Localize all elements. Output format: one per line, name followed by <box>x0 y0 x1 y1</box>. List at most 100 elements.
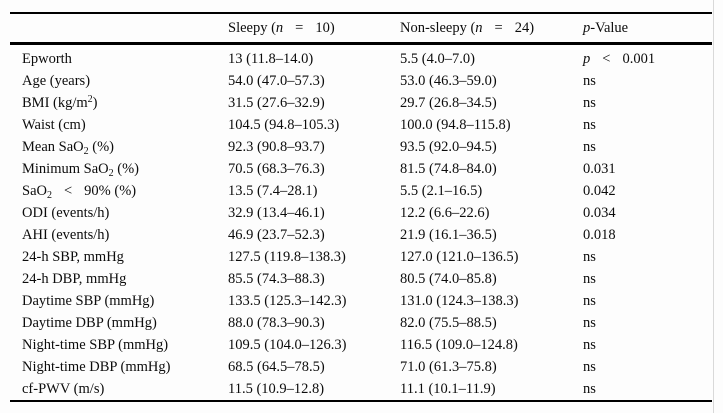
table-row: AHI (events/h) 46.9 (23.7–52.3) 21.9 (16.1… <box>10 224 712 246</box>
sleepy-value-cell: 85.5 (74.3–88.3) <box>228 270 325 287</box>
nonsleepy-value-cell: 116.5 (109.0–124.8) <box>400 336 518 353</box>
sleepy-value-cell: 133.5 (125.3–142.3) <box>228 292 347 309</box>
sleepy-value-cell: 11.5 (10.9–12.8) <box>228 380 325 397</box>
row-variable-cell: Night-time SBP (mmHg) <box>22 336 169 353</box>
text-segment: 2 <box>83 145 89 157</box>
pvalue-cell: ns <box>583 336 596 353</box>
nonsleepy-value-cell: 82.0 (75.5–88.5) <box>400 314 497 331</box>
sleepy-value-cell: 13 (11.8–14.0) <box>228 50 314 67</box>
nonsleepy-value-cell: 11.1 (10.1–11.9) <box>400 380 496 397</box>
table-header: Sleepy (n = 10) Non-sleepy (n = 24) p-Value <box>10 13 712 45</box>
pvalue-cell: 0.042 <box>583 182 616 199</box>
text-segment: Sleepy ( <box>228 19 276 36</box>
table-row: SaO2 <90% (%) 13.5 (7.4–28.1) 5.5 (2.1–16.5… <box>10 180 712 202</box>
table-row: Age (years) 54.0 (47.0–57.3) 53.0 (46.3–59… <box>10 70 712 92</box>
nonsleepy-value-cell: 29.7 (26.8–34.5) <box>400 94 497 111</box>
row-variable-cell: ODI (events/h) <box>22 204 110 221</box>
sleepy-value-cell: 104.5 (94.8–105.3) <box>228 116 340 133</box>
sleepy-value-cell: 13.5 (7.4–28.1) <box>228 182 318 199</box>
text-segment: 90% (%) <box>84 182 137 199</box>
text-segment: n <box>475 19 483 36</box>
sleepy-value-cell: 54.0 (47.0–57.3) <box>228 72 325 89</box>
table-row: Night-time SBP (mmHg) 109.5 (104.0–126.3)… <box>10 334 712 356</box>
row-variable-cell: Daytime DBP (mmHg) <box>22 314 157 331</box>
sleepy-value-cell: 92.3 (90.8–93.7) <box>228 138 325 155</box>
sleepy-value-cell: 32.9 (13.4–46.1) <box>228 204 325 221</box>
text-segment: BMI (kg/m <box>22 94 88 111</box>
pvalue-cell: 0.034 <box>583 204 616 221</box>
text-segment: (%) <box>113 160 139 177</box>
pvalue-cell: ns <box>583 358 596 375</box>
nonsleepy-value-cell: 21.9 (16.1–36.5) <box>400 226 497 243</box>
text-segment: SaO <box>22 182 47 199</box>
pvalue-cell: ns <box>583 270 596 287</box>
row-variable-cell: BMI (kg/m2) <box>10 92 228 114</box>
table-body: Epworth 13 (11.8–14.0) 5.5 (4.0–7.0) p <0.00… <box>10 44 712 402</box>
row-variable-cell: Waist (cm) <box>22 116 86 133</box>
header-pvalue-cell: p-Value <box>583 13 712 45</box>
pvalue-cell: ns <box>583 72 596 89</box>
text-segment: 24) <box>514 19 535 36</box>
text-segment: 2 <box>87 93 93 105</box>
group-comparison-table: Sleepy (n = 10) Non-sleepy (n = 24) p-Value … <box>10 12 712 402</box>
table-row: ODI (events/h) 32.9 (13.4–46.1) 12.2 (6.6–… <box>10 202 712 224</box>
table-row: Epworth 13 (11.8–14.0) 5.5 (4.0–7.0) p <0.00… <box>10 44 712 71</box>
sleepy-value-cell: 109.5 (104.0–126.3) <box>228 336 347 353</box>
text-segment: Mean SaO <box>22 138 84 155</box>
table-row: BMI (kg/m2) 31.5 (27.6–32.9) 29.7 (26.8–34… <box>10 92 712 114</box>
text-segment: < <box>602 50 611 67</box>
nonsleepy-value-cell: 93.5 (92.0–94.5) <box>400 138 497 155</box>
sleepy-value-cell: 31.5 (27.6–32.9) <box>228 94 325 111</box>
row-variable-cell: 24-h DBP, mmHg <box>22 270 127 287</box>
text-segment: (%) <box>88 138 114 155</box>
nonsleepy-value-cell: 80.5 (74.0–85.8) <box>400 270 497 287</box>
header-variable-cell <box>10 13 228 45</box>
text-segment: 2 <box>108 167 114 179</box>
table-row: Waist (cm) 104.5 (94.8–105.3) 100.0 (94.8–… <box>10 114 712 136</box>
nonsleepy-value-cell: 81.5 (74.8–84.0) <box>400 160 497 177</box>
table-row: Daytime SBP (mmHg) 133.5 (125.3–142.3) 131… <box>10 290 712 312</box>
text-segment: ) <box>92 94 98 111</box>
pvalue-cell: p <0.001 <box>583 44 712 71</box>
text-segment: 10) <box>315 19 335 36</box>
nonsleepy-value-cell: 71.0 (61.3–75.8) <box>400 358 497 375</box>
header-row: Sleepy (n = 10) Non-sleepy (n = 24) p-Value <box>10 13 712 45</box>
pvalue-cell: 0.018 <box>583 226 616 243</box>
header-sleepy-cell: Sleepy (n = 10) <box>228 13 400 45</box>
nonsleepy-value-cell: 5.5 (2.1–16.5) <box>400 182 483 199</box>
nonsleepy-value-cell: 5.5 (4.0–7.0) <box>400 50 475 67</box>
row-variable-cell: Age (years) <box>22 72 91 89</box>
scan-edge-artifact <box>713 0 714 413</box>
pvalue-cell: ns <box>583 94 596 111</box>
table-row: Daytime DBP (mmHg) 88.0 (78.3–90.3) 82.0 (… <box>10 312 712 334</box>
sleepy-value-cell: 88.0 (78.3–90.3) <box>228 314 325 331</box>
pvalue-cell: ns <box>583 248 596 265</box>
pvalue-cell: ns <box>583 380 596 397</box>
table-row: Mean SaO2 (%) 92.3 (90.8–93.7) 93.5 (92.0–… <box>10 136 712 158</box>
row-variable-cell: cf-PWV (m/s) <box>22 380 105 397</box>
row-variable-cell: 24-h SBP, mmHg <box>22 248 124 265</box>
row-variable-cell: Daytime SBP (mmHg) <box>22 292 155 309</box>
pvalue-cell: ns <box>583 314 596 331</box>
pvalue-cell: ns <box>583 138 596 155</box>
text-segment: -Value <box>590 19 629 36</box>
pvalue-cell: ns <box>583 292 596 309</box>
text-segment: = <box>494 19 503 36</box>
nonsleepy-value-cell: 53.0 (46.3–59.0) <box>400 72 497 89</box>
table-row: Minimum SaO2 (%) 70.5 (68.3–76.3) 81.5 (74… <box>10 158 712 180</box>
header-nonsleepy-cell: Non-sleepy (n = 24) <box>400 13 583 45</box>
row-variable-cell: AHI (events/h) <box>22 226 110 243</box>
sleepy-value-cell: 46.9 (23.7–52.3) <box>228 226 325 243</box>
nonsleepy-value-cell: 12.2 (6.6–22.6) <box>400 204 490 221</box>
pvalue-cell: ns <box>583 116 596 133</box>
row-variable-cell: Mean SaO2 (%) <box>10 136 228 158</box>
row-variable-cell: Minimum SaO2 (%) <box>10 158 228 180</box>
sleepy-value-cell: 127.5 (119.8–138.3) <box>228 248 346 265</box>
nonsleepy-value-cell: 127.0 (121.0–136.5) <box>400 248 519 265</box>
sleepy-value-cell: 68.5 (64.5–78.5) <box>228 358 325 375</box>
row-variable-cell: Epworth <box>22 50 72 67</box>
text-segment: < <box>63 182 73 199</box>
text-segment: Minimum SaO <box>22 160 109 177</box>
text-segment: = <box>295 19 304 36</box>
